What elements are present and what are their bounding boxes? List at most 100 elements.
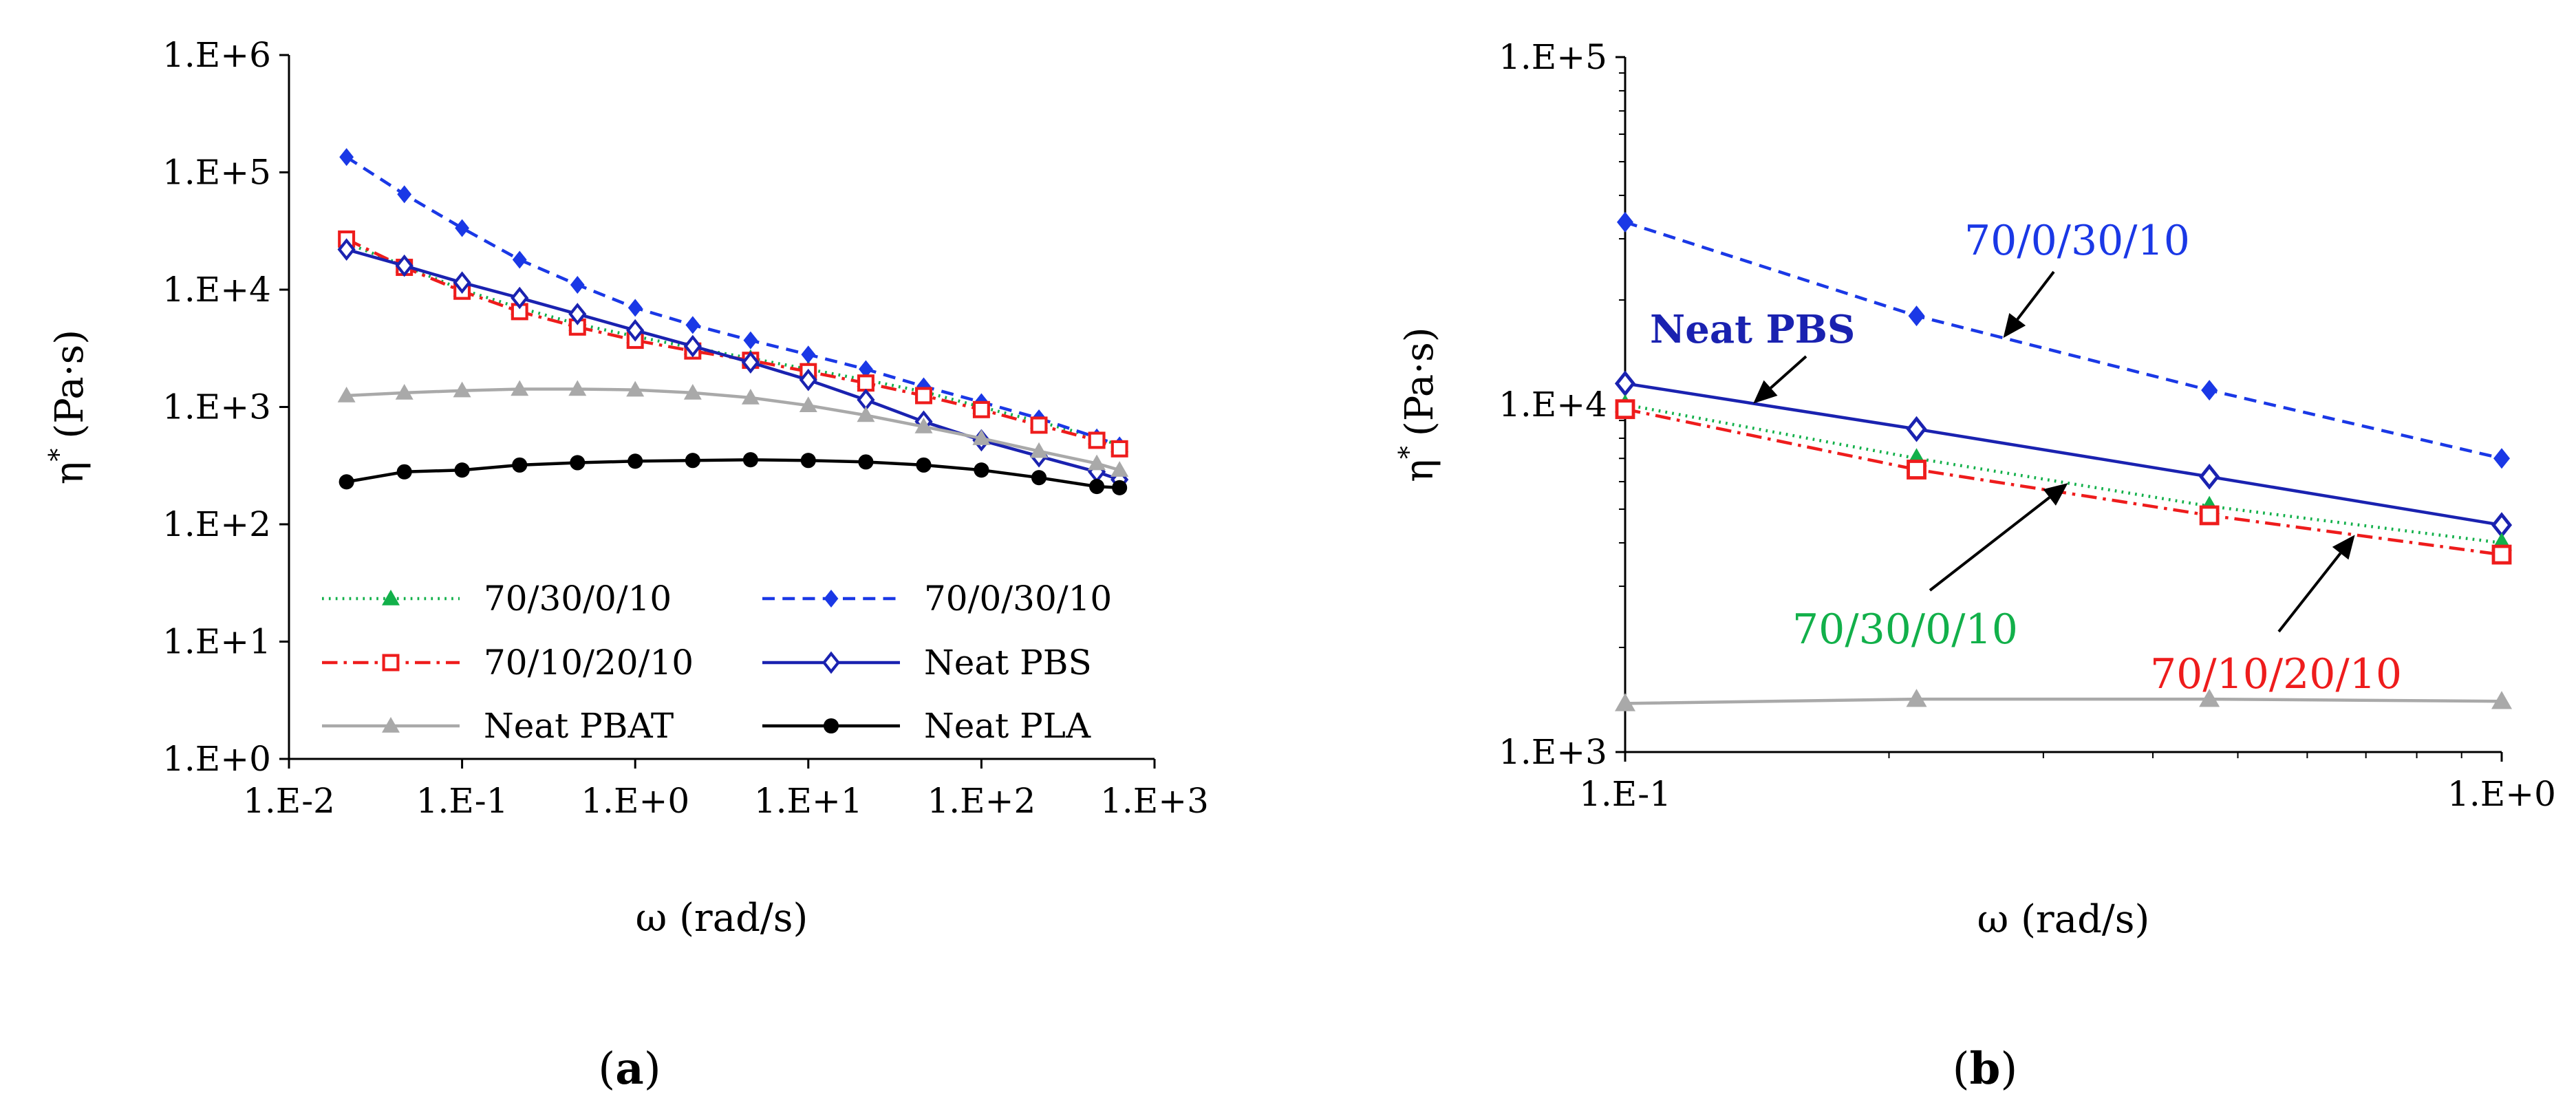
chart-b-annotation-arrow-head [2332, 535, 2355, 560]
chart-b-y-axis-label-symbol: η [1397, 459, 1442, 482]
chart-b-annotation-70-0-30-10: 70/0/30/10 [1964, 217, 2190, 339]
chart-a-legend-label: Neat PBAT [484, 706, 674, 746]
chart-b-y-axis-label-units: (Pa·s) [1397, 327, 1442, 436]
chart-a-series-neat-pla [339, 452, 1128, 495]
chart-a-point-neat-pla [512, 457, 528, 473]
chart-a-legend-item-neat-pbat: Neat PBAT [322, 706, 674, 746]
chart-b-point-70-0-30-10 [2493, 448, 2510, 469]
chart-b-point-70-0-30-10 [1617, 211, 1633, 233]
chart-a-point-neat-pbat [511, 380, 529, 396]
chart-a-point-70-0-30-10 [455, 219, 469, 237]
chart-b-annotation-neat-pbs: Neat PBS [1650, 307, 1855, 404]
chart-a-legend-label: Neat PBS [924, 643, 1092, 683]
chart-b-series-neat-pbs [1614, 370, 2513, 538]
chart-a-legend-label: 70/0/30/10 [924, 579, 1112, 619]
chart-a-point-neat-pla [742, 452, 758, 468]
chart-b-annotation-arrow-line [1929, 496, 2050, 592]
panel-label-b: (b) [1953, 1043, 2018, 1095]
chart-a-point-70-0-30-10 [859, 360, 873, 378]
chart-b-annotation-label: Neat PBS [1650, 307, 1855, 352]
chart-a-legend-swatch-marker [824, 590, 839, 608]
chart-b-point-neat-pbat [1615, 693, 1635, 711]
chart-a-point-70-0-30-10 [743, 331, 758, 350]
chart-a-point-neat-pla [339, 474, 354, 490]
chart-a-point-neat-pbs [626, 319, 645, 342]
chart-b-y-tick-label: 1.E+4 [1499, 385, 1607, 425]
chart-b-series-line-70-30-0-10 [1624, 403, 2502, 545]
chart-a-x-tick-label: 1.E+0 [581, 781, 689, 821]
chart-a-point-70-0-30-10 [801, 345, 816, 364]
chart-a-y-tick-label: 1.E+1 [162, 622, 271, 662]
chart-b-series-70-30-0-10 [1615, 394, 2512, 551]
chart-a-legend-swatch-marker [822, 651, 841, 674]
chart-a-point-70-0-30-10 [685, 316, 700, 334]
chart-a-y-tick-label: 1.E+2 [162, 504, 271, 544]
chart-a-y-axis-label-superscript: * [43, 449, 74, 462]
chart-a-series-70-10-20-10 [338, 230, 1128, 458]
chart-a-point-70-10-20-10 [1110, 440, 1128, 458]
chart-b-annotation-arrow-line [2277, 552, 2342, 633]
chart-a-legend: 70/30/0/10 70/0/30/10 70/10/20/10 Neat PBS N… [322, 579, 1112, 746]
chart-b-series-70-0-30-10 [1617, 211, 2510, 469]
chart-a-point-neat-pla [1089, 479, 1105, 495]
chart-b-y-tick-label: 1.E+5 [1499, 37, 1607, 77]
chart-a-series-neat-pbs [337, 238, 1129, 491]
chart-a-legend-swatch-marker [382, 590, 400, 605]
chart-a-point-neat-pbs [395, 254, 414, 277]
chart-a-point-70-10-20-10 [1088, 431, 1106, 449]
chart-a-point-neat-pbat [1088, 454, 1106, 471]
chart-a-series-70-0-30-10 [339, 148, 1127, 455]
chart-a-legend-item-70-30-0-10: 70/30/0/10 [322, 579, 672, 619]
chart-b-point-neat-pbs [1906, 416, 1927, 442]
chart-a-legend-label: 70/30/0/10 [484, 579, 672, 619]
chart-b-series-70-10-20-10 [1615, 399, 2512, 565]
chart-a-x-tick-label: 1.E+2 [927, 781, 1035, 821]
chart-a-point-neat-pbat [395, 383, 414, 400]
chart-a-point-neat-pla [1112, 480, 1128, 495]
panel-label-b-letter: b [1970, 1043, 2001, 1095]
chart-a-point-neat-pla [570, 455, 586, 471]
chart-a-point-neat-pbs [568, 303, 587, 325]
chart-b-point-70-0-30-10 [1908, 305, 1925, 327]
chart-a-point-70-10-20-10 [915, 387, 932, 405]
chart-b-point-neat-pbat [2491, 691, 2512, 709]
chart-b-x-tick-label: 1.E-1 [1579, 774, 1671, 814]
chart-a-point-neat-pbs [799, 368, 817, 391]
chart-b-annotation-70-30-0-10: 70/30/0/10 [1792, 483, 2068, 654]
chart-b-point-70-10-20-10 [1907, 460, 1926, 480]
chart-a-point-neat-pbat [914, 418, 933, 433]
chart-a-point-neat-pbs [741, 351, 760, 374]
chart-b-point-neat-pbs [1614, 370, 1636, 397]
chart-a-series-line-70-0-30-10 [345, 155, 1120, 447]
chart-a-point-70-0-30-10 [339, 148, 354, 167]
chart-a-y-tick-label: 1.E+6 [162, 35, 271, 75]
chart-a-legend-label: 70/10/20/10 [484, 643, 694, 683]
chart-a-x-tick-label: 1.E-1 [416, 781, 508, 821]
chart-b-series-line-neat-pbs [1624, 382, 2502, 527]
chart-a-x-axis-label: ω (rad/s) [636, 896, 808, 941]
chart-b-point-70-10-20-10 [1615, 399, 1635, 420]
chart-a-y-axis-label-symbol: η [47, 462, 92, 485]
panel-label-a: (a) [598, 1043, 661, 1095]
chart-a-legend-item-neat-pla: Neat PLA [762, 706, 1091, 746]
chart-a-y-axis-label-units: (Pa·s) [47, 330, 92, 439]
chart-a: 1.E+0 1.E+1 1.E+2 1.E+3 1.E+4 1.E+5 1.E+6 1.E-2… [43, 35, 1209, 941]
chart-a-point-70-10-20-10 [1030, 416, 1048, 434]
chart-a-point-neat-pbat [626, 380, 645, 397]
chart-b-x-tick-label: 1.E+0 [2447, 774, 2556, 814]
chart-b-point-neat-pbs [2199, 464, 2220, 490]
chart-a-point-70-10-20-10 [857, 374, 874, 392]
chart-a-point-neat-pbat [568, 380, 587, 396]
chart-b-annotation-70-10-20-10: 70/10/20/10 [2150, 535, 2402, 698]
chart-a-y-tick-label: 1.E+3 [162, 387, 271, 427]
chart-b-y-axis-label-superscript: * [1393, 446, 1424, 459]
chart-a-x-tick-label: 1.E+3 [1100, 781, 1209, 821]
chart-a-legend-swatch-marker [823, 718, 839, 734]
chart-a-point-neat-pla [916, 457, 932, 473]
chart-a-point-neat-pbat [453, 381, 471, 398]
chart-a-y-tick-label: 1.E+4 [162, 270, 271, 310]
chart-b-annotation-label: 70/30/0/10 [1792, 605, 2018, 654]
chart-a-point-neat-pla [800, 453, 816, 469]
chart-b-series-neat-pbat [1615, 689, 2512, 711]
chart-b-annotation-arrow-line [1770, 355, 1807, 389]
